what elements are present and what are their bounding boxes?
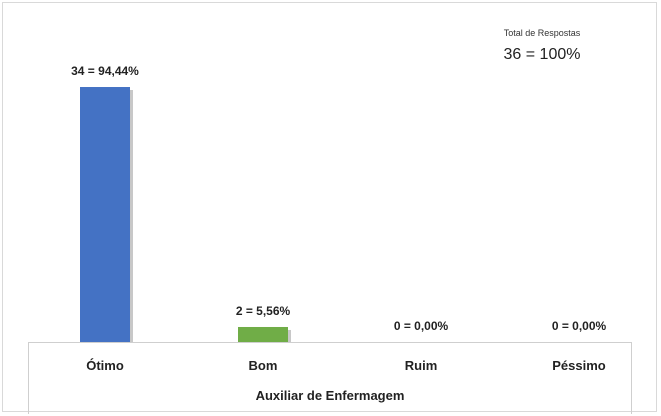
category-axis-box	[28, 342, 632, 414]
bar-1	[238, 326, 288, 342]
data-label-3: 0 = 0,00%	[552, 319, 607, 333]
category-label-0: Ótimo	[86, 358, 124, 373]
category-label-1: Bom	[249, 358, 278, 373]
data-label-1: 2 = 5,56%	[236, 304, 291, 318]
total-value: 36 = 100%	[503, 46, 581, 63]
x-axis-label: Auxiliar de Enfermagem	[255, 388, 405, 403]
category-label-2: Ruim	[405, 358, 438, 373]
total-label: Total de Respostas	[503, 28, 581, 38]
data-label-0: 34 = 94,44%	[71, 64, 139, 78]
category-label-3: Péssimo	[552, 358, 606, 373]
data-label-2: 0 = 0,00%	[394, 319, 449, 333]
bar-0	[80, 87, 130, 343]
